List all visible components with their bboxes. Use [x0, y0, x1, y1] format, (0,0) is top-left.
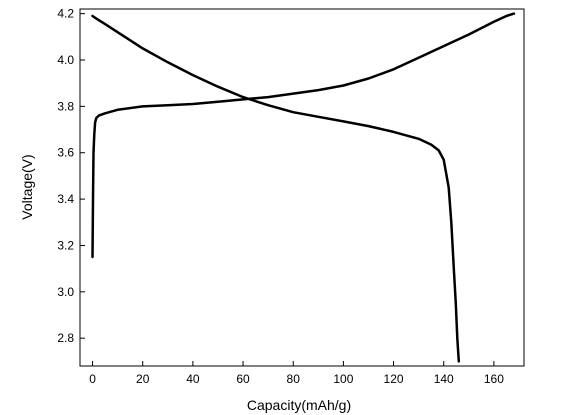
x-tick-label: 60: [236, 372, 250, 386]
y-tick-label: 4.0: [57, 53, 74, 67]
y-axis-label: Voltage(V): [19, 154, 35, 219]
x-tick-label: 100: [333, 372, 353, 386]
y-tick-label: 3.0: [57, 285, 74, 299]
y-tick-label: 3.6: [57, 146, 74, 160]
y-axis-ticks: 2.8 3.0 3.2 3.4 3.6 3.8 4.0 4.2: [57, 7, 85, 345]
x-tick-label: 20: [136, 372, 150, 386]
series-line-2: [91, 14, 461, 363]
x-tick-label: 40: [186, 372, 200, 386]
curves: [91, 12, 516, 363]
plot-frame: [79, 8, 525, 367]
x-tick-label: 120: [384, 372, 404, 386]
x-axis-ticks: 0 20 40 60 80 100 120 140 160: [89, 361, 504, 386]
y-tick-label: 3.8: [57, 99, 74, 113]
x-tick-label: 140: [434, 372, 454, 386]
x-axis-label: Capacity(mAh/g): [247, 397, 351, 413]
series-line-1: [91, 12, 516, 259]
x-tick-label: 0: [89, 372, 96, 386]
x-tick-label: 160: [484, 372, 504, 386]
y-tick-label: 3.4: [57, 192, 74, 206]
y-tick-label: 3.2: [57, 238, 74, 252]
x-tick-label: 80: [287, 372, 301, 386]
y-tick-label: 4.2: [57, 7, 74, 21]
y-tick-label: 2.8: [57, 331, 74, 345]
